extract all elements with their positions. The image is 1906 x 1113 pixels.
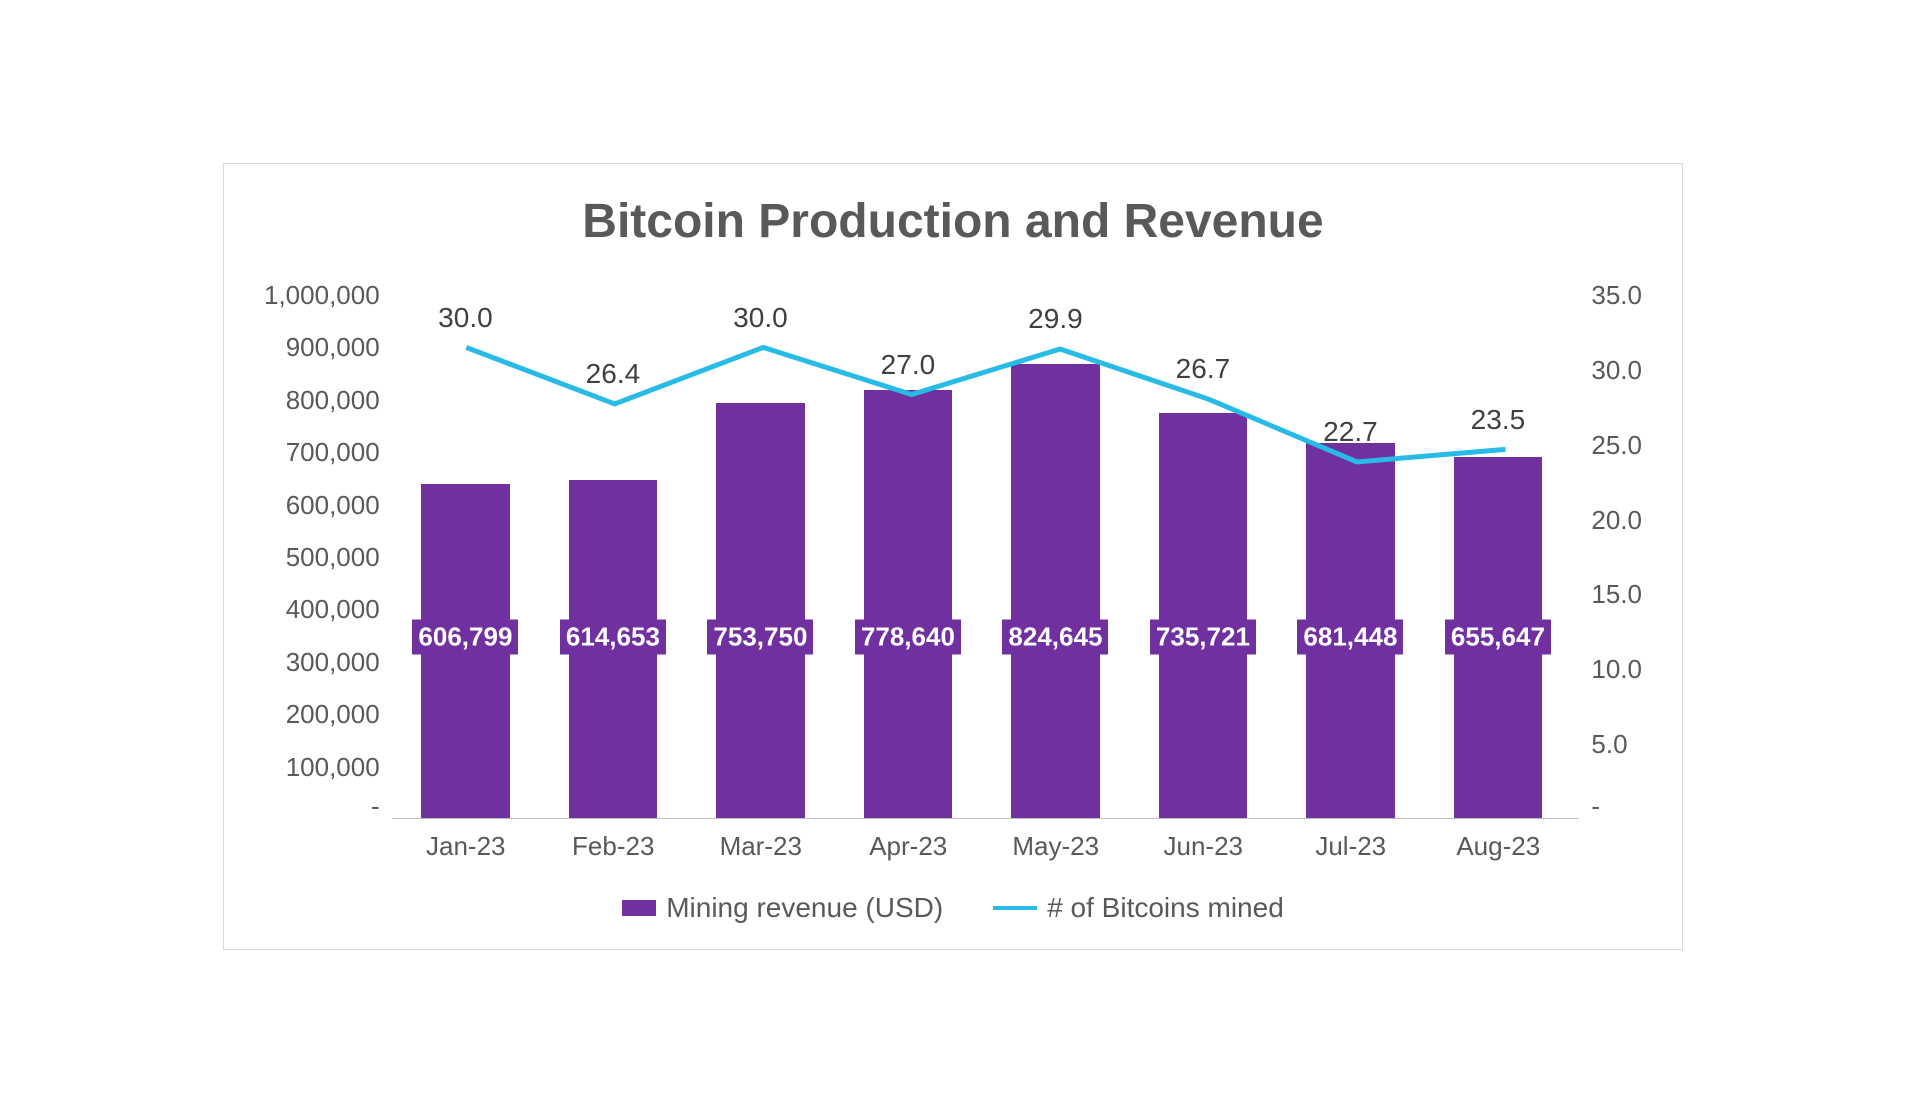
bar-value-label: 778,640: [855, 619, 961, 654]
x-tick: May-23: [982, 819, 1130, 862]
y-right-tick: 10.0: [1591, 656, 1642, 682]
y-right-tick: 30.0: [1591, 357, 1642, 383]
legend-item: Mining revenue (USD): [622, 892, 943, 924]
legend-label: # of Bitcoins mined: [1047, 892, 1284, 924]
line-value-label: 30.0: [733, 302, 788, 334]
legend: Mining revenue (USD) # of Bitcoins mined: [264, 892, 1642, 924]
line-value-label: 22.7: [1323, 416, 1378, 448]
line-value-label: 23.5: [1471, 404, 1526, 436]
x-tick: Jul-23: [1277, 819, 1425, 862]
y-left-tick: 500,000: [264, 544, 380, 570]
y-left-tick: 400,000: [264, 596, 380, 622]
line-value-label: 27.0: [881, 349, 936, 381]
plot-area: 606,799 614,653 753,750 778,640 824,645 735,7…: [392, 269, 1580, 819]
legend-label: Mining revenue (USD): [666, 892, 943, 924]
x-axis-wrap: Jan-23Feb-23Mar-23Apr-23May-23Jun-23Jul-…: [264, 819, 1642, 862]
y-right-tick: -: [1591, 793, 1642, 819]
x-tick: Aug-23: [1425, 819, 1573, 862]
y-right-tick: 25.0: [1591, 432, 1642, 458]
bar-value-label: 614,653: [560, 619, 666, 654]
y-right-tick: 20.0: [1591, 507, 1642, 533]
y-left-tick: 300,000: [264, 649, 380, 675]
y-left-tick: -: [264, 793, 380, 819]
y-left-tick: 200,000: [264, 701, 380, 727]
x-tick: Apr-23: [835, 819, 983, 862]
y-left-tick: 1,000,000: [264, 282, 380, 308]
x-tick: Feb-23: [540, 819, 688, 862]
y-axis-right: 35.0 30.0 25.0 20.0 15.0 10.0 5.0 -: [1579, 269, 1642, 819]
legend-item: # of Bitcoins mined: [993, 892, 1284, 924]
y-left-tick: 100,000: [264, 754, 380, 780]
plot-row: 1,000,000 900,000 800,000 700,000 600,000 500…: [264, 269, 1642, 819]
x-tick: Jun-23: [1130, 819, 1278, 862]
legend-swatch-bar: [622, 900, 656, 916]
y-left-tick: 800,000: [264, 387, 380, 413]
y-left-tick: 900,000: [264, 334, 380, 360]
x-tick: Mar-23: [687, 819, 835, 862]
y-axis-left: 1,000,000 900,000 800,000 700,000 600,000 500…: [264, 269, 392, 819]
y-right-tick: 35.0: [1591, 282, 1642, 308]
bar-value-label: 735,721: [1150, 619, 1256, 654]
legend-swatch-line: [993, 906, 1037, 910]
y-left-tick: 600,000: [264, 492, 380, 518]
chart-frame: Bitcoin Production and Revenue 1,000,000…: [223, 163, 1683, 950]
bar-value-label: 824,645: [1002, 619, 1108, 654]
line-value-label: 26.7: [1176, 353, 1231, 385]
x-tick: Jan-23: [392, 819, 540, 862]
x-axis: Jan-23Feb-23Mar-23Apr-23May-23Jun-23Jul-…: [392, 819, 1572, 862]
line-value-label: 26.4: [586, 358, 641, 390]
y-left-tick: 700,000: [264, 439, 380, 465]
bar-value-label: 655,647: [1445, 619, 1551, 654]
line-value-label: 29.9: [1028, 303, 1083, 335]
bar-value-label: 606,799: [412, 619, 518, 654]
chart-title: Bitcoin Production and Revenue: [264, 194, 1642, 249]
line-value-label: 30.0: [438, 302, 493, 334]
bar-value-label: 753,750: [707, 619, 813, 654]
y-right-tick: 5.0: [1591, 731, 1642, 757]
labels-layer: 606,799 614,653 753,750 778,640 824,645 735,7…: [392, 269, 1580, 818]
bar-value-label: 681,448: [1297, 619, 1403, 654]
y-right-tick: 15.0: [1591, 581, 1642, 607]
